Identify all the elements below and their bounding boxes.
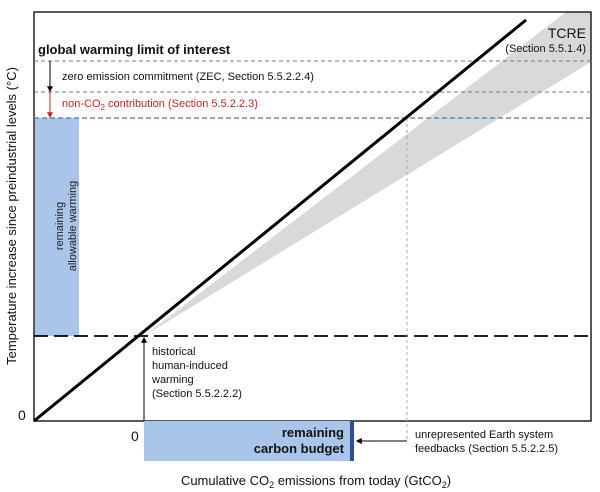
tcre-line [33,18,527,423]
historical-label-4: (Section 5.5.2.2.2) [152,388,242,400]
unrepresented-label-1: unrepresented Earth system [415,429,553,441]
x-axis-suffix: ) [447,473,451,488]
remaining-budget-label-2: carbon budget [254,441,345,456]
tcre-uncertainty-cone [144,12,591,336]
nonco2-sub: 2 [101,103,106,112]
x-axis-sub2: 2 [442,480,447,490]
y-axis-label: Temperature increase since preindustrial… [4,67,19,365]
remaining-budget-bar [144,421,352,461]
x-origin-label: 0 [131,428,139,444]
global-limit-label: global warming limit of interest [38,42,231,57]
x-axis-label: Cumulative CO2 emissions from today (GtC… [181,473,451,490]
historical-label-1: historical [152,346,195,358]
nonco2-label: non-CO2 contribution (Section 5.5.2.2.3) [62,98,258,112]
x-axis-prefix: Cumulative CO [181,473,269,488]
nonco2-prefix: non-CO [62,98,101,110]
x-axis-middle: emissions from today (GtCO [274,473,442,488]
remaining-warming-label-1: remaining [54,202,66,250]
unrepresented-label-2: feedbacks (Section 5.5.2.2.5) [415,443,558,455]
historical-label-2: human-induced [152,360,228,372]
tcre-section: (Section 5.5.1.4) [505,43,586,55]
remaining-warming-label-2: allowable warming [67,181,79,272]
historical-label-3: warming [151,374,194,386]
remaining-warming-bar [35,118,79,336]
y-origin-label: 0 [18,407,26,423]
remaining-budget-label-1: remaining [282,425,344,440]
nonco2-suffix: contribution (Section 5.5.2.2.3) [105,98,258,110]
tcre-title: TCRE [548,25,586,41]
zec-label: zero emission commitment (ZEC, Section 5… [62,71,314,83]
x-axis-sub: 2 [269,480,274,490]
remaining-budget-edge [350,421,354,461]
